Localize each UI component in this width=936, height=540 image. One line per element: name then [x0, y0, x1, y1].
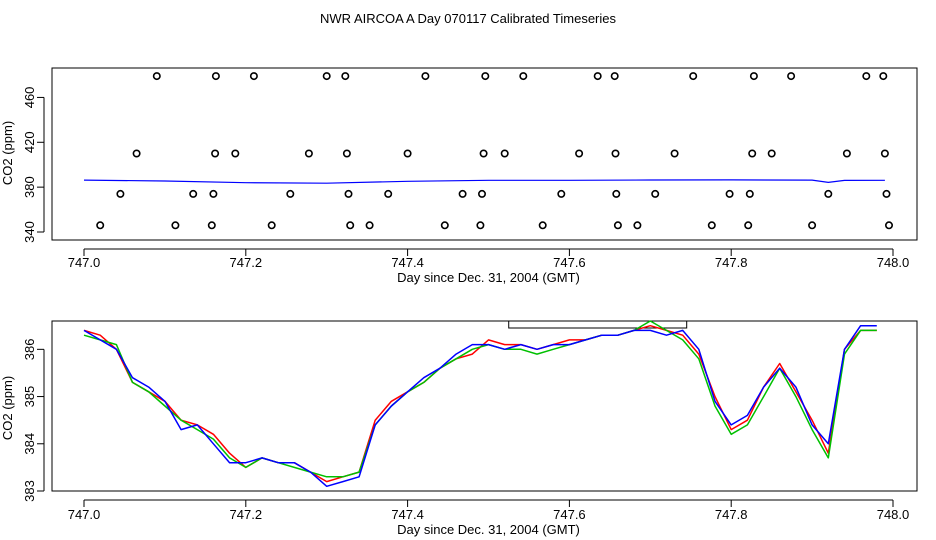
y-tick-label: 384: [22, 433, 37, 455]
series-line: [83, 324, 877, 483]
data-point: [231, 149, 240, 158]
y-axis-label: CO2 (ppm): [0, 376, 15, 440]
x-axis-label: Day since Dec. 31, 2004 (GMT): [397, 270, 580, 285]
data-point: [538, 221, 547, 230]
series-line: [83, 179, 885, 184]
data-point: [884, 221, 893, 230]
data-point: [421, 72, 430, 81]
data-point: [477, 189, 486, 198]
data-point: [479, 149, 488, 158]
data-point: [651, 189, 660, 198]
data-point: [787, 72, 796, 81]
data-point: [476, 221, 485, 230]
data-point: [842, 149, 851, 158]
data-point: [171, 221, 180, 230]
line-panel: 747.0 747.2 747.4 747.6 747.8 748.0 383 384 385 3…: [0, 320, 918, 537]
data-point: [593, 72, 602, 81]
data-point: [286, 189, 295, 198]
x-tick-label: 747.8: [715, 255, 748, 270]
data-point: [610, 72, 619, 81]
data-point: [96, 221, 105, 230]
data-point: [344, 189, 353, 198]
data-point: [481, 72, 490, 81]
y-tick-label: 386: [22, 338, 37, 360]
data-point: [207, 221, 216, 230]
range-bracket: [508, 321, 688, 329]
x-tick-label: 747.2: [230, 255, 263, 270]
data-point: [744, 221, 753, 230]
data-point: [767, 149, 776, 158]
data-point: [808, 221, 817, 230]
data-point: [209, 189, 218, 198]
data-point: [249, 72, 258, 81]
x-tick-label: 748.0: [877, 507, 910, 522]
data-point: [267, 221, 276, 230]
x-tick-label: 747.8: [715, 507, 748, 522]
x-tick-label: 747.2: [230, 507, 263, 522]
data-point: [689, 72, 698, 81]
data-point: [304, 149, 313, 158]
series-line: [83, 320, 877, 478]
x-tick-label: 747.0: [68, 255, 101, 270]
y-axis-label: CO2 (ppm): [0, 121, 15, 185]
data-point: [346, 221, 355, 230]
data-point: [365, 221, 374, 230]
data-point: [211, 72, 220, 81]
y-tick-label: 460: [22, 87, 37, 109]
data-point: [613, 221, 622, 230]
page-title: NWR AIRCOA A Day 070117 Calibrated Times…: [320, 11, 616, 26]
data-point: [500, 149, 509, 158]
x-tick-label: 747.4: [391, 507, 424, 522]
data-point: [670, 149, 679, 158]
data-point: [633, 221, 642, 230]
data-point: [749, 72, 758, 81]
data-point: [341, 72, 350, 81]
data-point: [824, 189, 833, 198]
data-point: [880, 149, 889, 158]
plot-frame: [51, 67, 918, 241]
data-point: [612, 189, 621, 198]
data-point: [862, 72, 871, 81]
data-point: [342, 149, 351, 158]
data-point: [403, 149, 412, 158]
data-point: [611, 149, 620, 158]
data-point: [211, 149, 220, 158]
x-tick-label: 748.0: [877, 255, 910, 270]
data-point: [575, 149, 584, 158]
x-axis-label: Day since Dec. 31, 2004 (GMT): [397, 522, 580, 537]
data-point: [557, 189, 566, 198]
data-point: [132, 149, 141, 158]
x-tick-label: 747.6: [553, 255, 586, 270]
scatter-panel: 747.0 747.2 747.4 747.6 747.8 748.0 340 380 420 4…: [0, 67, 918, 285]
data-point: [116, 189, 125, 198]
series-line: [83, 324, 877, 488]
data-point: [440, 221, 449, 230]
data-point: [519, 72, 528, 81]
data-point: [458, 189, 467, 198]
y-tick-label: 340: [22, 221, 37, 243]
x-tick-label: 747.4: [391, 255, 424, 270]
x-tick-label: 747.6: [553, 507, 586, 522]
data-point: [725, 189, 734, 198]
y-tick-label: 385: [22, 386, 37, 408]
data-point: [152, 72, 161, 81]
data-point: [745, 189, 754, 198]
y-tick-label: 420: [22, 131, 37, 153]
data-point: [882, 189, 891, 198]
data-point: [748, 149, 757, 158]
data-point: [707, 221, 716, 230]
data-point: [189, 189, 198, 198]
x-tick-label: 747.0: [68, 507, 101, 522]
plot-frame: [51, 320, 918, 492]
y-tick-label: 383: [22, 480, 37, 502]
data-point: [879, 72, 888, 81]
data-point: [322, 72, 331, 81]
y-tick-label: 380: [22, 176, 37, 198]
data-point: [384, 189, 393, 198]
